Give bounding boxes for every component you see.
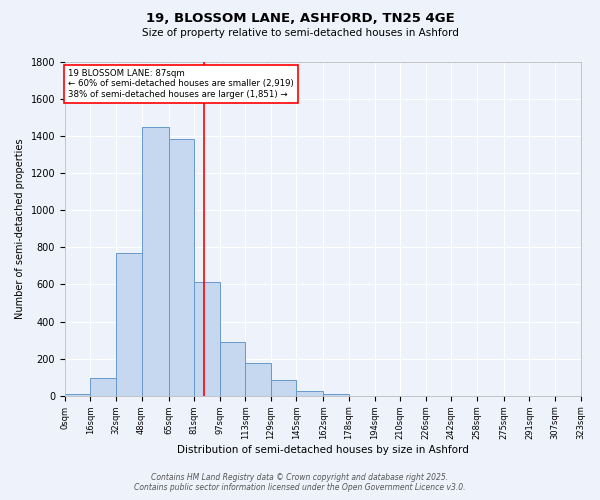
Bar: [220, 342, 245, 396]
Bar: [296, 390, 323, 396]
Text: 19, BLOSSOM LANE, ASHFORD, TN25 4GE: 19, BLOSSOM LANE, ASHFORD, TN25 4GE: [146, 12, 454, 26]
Bar: [65, 394, 91, 396]
Bar: [91, 378, 116, 396]
Text: Contains HM Land Registry data © Crown copyright and database right 2025.
Contai: Contains HM Land Registry data © Crown c…: [134, 473, 466, 492]
Bar: [271, 380, 296, 396]
Bar: [245, 364, 271, 396]
Bar: [194, 282, 220, 396]
Bar: [116, 253, 142, 396]
X-axis label: Distribution of semi-detached houses by size in Ashford: Distribution of semi-detached houses by …: [177, 445, 469, 455]
Bar: [169, 138, 194, 396]
Text: Size of property relative to semi-detached houses in Ashford: Size of property relative to semi-detach…: [142, 28, 458, 38]
Bar: [323, 394, 349, 396]
Bar: [142, 126, 169, 396]
Text: 19 BLOSSOM LANE: 87sqm
← 60% of semi-detached houses are smaller (2,919)
38% of : 19 BLOSSOM LANE: 87sqm ← 60% of semi-det…: [68, 69, 294, 98]
Y-axis label: Number of semi-detached properties: Number of semi-detached properties: [15, 138, 25, 319]
